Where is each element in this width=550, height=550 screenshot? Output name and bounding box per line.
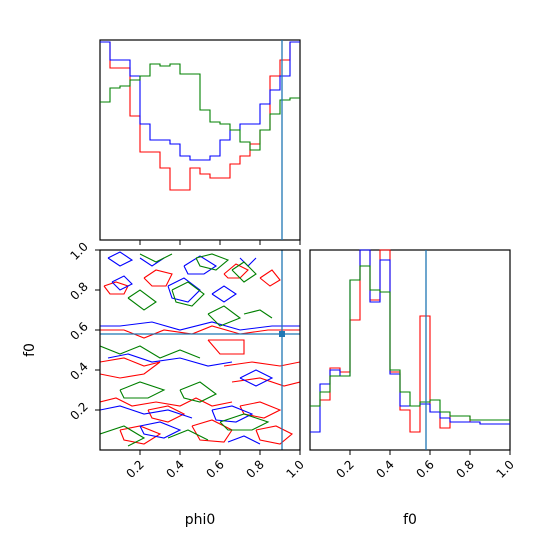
contour-red-line bbox=[191, 419, 233, 443]
histogram-f0-xtick-label: 0.4 bbox=[373, 457, 396, 480]
contour-red-line bbox=[239, 401, 282, 419]
histogram-phi0-panel bbox=[99, 39, 301, 245]
contour-red-line bbox=[100, 357, 161, 379]
histogram-f0-green-series bbox=[310, 265, 510, 421]
contour-blue-line bbox=[107, 251, 134, 267]
contour-green-line bbox=[119, 381, 166, 399]
contour-green-line bbox=[127, 289, 157, 311]
histogram-f0-xtick-label: 0.6 bbox=[413, 457, 436, 480]
contour-red-line bbox=[259, 269, 281, 287]
contour-red-line bbox=[223, 263, 249, 279]
contour-green-line bbox=[167, 429, 209, 441]
contour-ytick-label: 0.8 bbox=[67, 279, 90, 302]
contour-green-line bbox=[207, 305, 242, 327]
x-axis-label-f0: f0 bbox=[403, 512, 417, 528]
contour-green-line bbox=[195, 253, 230, 271]
contour-blue-line bbox=[139, 257, 165, 267]
contour-green-line bbox=[243, 309, 273, 319]
y-axis-label-f0: f0 bbox=[22, 343, 38, 357]
contour-blue-line bbox=[227, 435, 261, 445]
contour-blue-line bbox=[239, 257, 257, 267]
contour-red-line bbox=[119, 425, 162, 445]
contour-green-line bbox=[171, 281, 205, 307]
contour-green-line bbox=[100, 345, 201, 359]
contour-xtick-label: 0.4 bbox=[163, 457, 186, 480]
histogram-phi0-green-series bbox=[100, 63, 300, 151]
contour-blue-line bbox=[100, 321, 300, 331]
contour-red-line bbox=[207, 339, 245, 355]
x-axis-label-phi0: phi0 bbox=[185, 512, 216, 528]
contour-blue-line bbox=[100, 405, 193, 419]
histogram-phi0-frame bbox=[99, 39, 301, 241]
contour-ytick-label: 0.6 bbox=[67, 319, 90, 342]
contour-red-line bbox=[231, 377, 300, 387]
histogram-f0-panel: 0.2 0.4 0.6 0.8 1.0 bbox=[309, 249, 517, 481]
contour-red-line bbox=[100, 397, 233, 407]
contour-red-line bbox=[147, 405, 186, 423]
contour-blue-line bbox=[211, 405, 254, 423]
contour-green-line bbox=[219, 413, 270, 431]
contour-ytick-label: 0.2 bbox=[67, 399, 90, 422]
truth-marker bbox=[279, 331, 285, 337]
contour-red-line bbox=[100, 325, 300, 339]
contour-xtick-label: 1.0 bbox=[283, 457, 306, 480]
contour-green-line bbox=[139, 253, 173, 263]
contour-red-line bbox=[223, 361, 300, 367]
contour-blue-line bbox=[211, 285, 237, 303]
contour-panel: 0.2 0.4 0.6 0.8 1.0 0.2 0.4 0.6 0.8 1.0 bbox=[67, 239, 306, 480]
contour-ytick-label: 0.4 bbox=[67, 359, 90, 382]
contour-blue-line bbox=[167, 277, 201, 303]
contour-xtick-label: 0.8 bbox=[243, 457, 266, 480]
contour-blue-line bbox=[139, 421, 182, 439]
histogram-phi0-blue-series bbox=[100, 41, 300, 161]
histogram-f0-xtick-label: 0.8 bbox=[453, 457, 476, 480]
contour-green-line bbox=[231, 261, 257, 283]
contour-blue-line bbox=[111, 275, 133, 291]
histogram-f0-xtick-label: 1.0 bbox=[493, 457, 516, 480]
contour-red-line bbox=[103, 281, 129, 295]
contour-red-line bbox=[143, 269, 173, 287]
contour-blue-line bbox=[239, 369, 274, 387]
histogram-f0-frame bbox=[309, 249, 511, 451]
contour-blue-line bbox=[107, 353, 233, 367]
contour-frame bbox=[99, 249, 301, 451]
contour-green-line bbox=[100, 425, 146, 447]
contour-xtick-label: 0.6 bbox=[203, 457, 226, 480]
histogram-f0-xtick-label: 0.2 bbox=[333, 457, 356, 480]
contour-xtick-label: 0.2 bbox=[123, 457, 146, 480]
contour-green-line bbox=[179, 381, 218, 403]
contour-ytick-label: 1.0 bbox=[67, 239, 90, 262]
contour-red-line bbox=[255, 425, 293, 445]
